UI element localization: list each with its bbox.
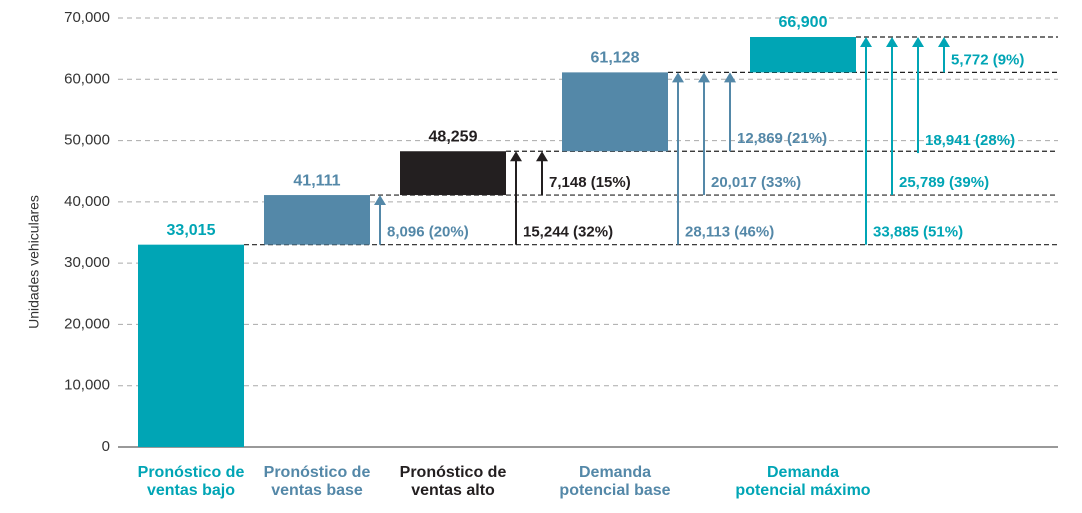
arrow-head	[860, 36, 872, 47]
increment-label: 18,941 (28%)	[925, 132, 1015, 149]
x-tick-label-line: ventas bajo	[147, 482, 235, 499]
arrow-head	[698, 72, 710, 83]
x-tick-label-line: Demanda	[767, 464, 839, 481]
arrow-head	[536, 151, 548, 162]
x-tick-label: Demanda potencial base	[559, 464, 670, 499]
value-label: 61,128	[591, 50, 640, 67]
x-tick-label: Pronóstico de ventas bajo	[138, 464, 245, 499]
increment-label: 7,148 (15%)	[549, 174, 631, 191]
y-tick-label: 20,000	[64, 315, 110, 332]
arrow-head	[886, 36, 898, 47]
x-tick-label-line: Pronóstico de	[400, 464, 507, 481]
x-tick-label-line: Demanda	[579, 464, 651, 481]
arrow-head	[510, 151, 522, 162]
increment-label: 33,885 (51%)	[873, 224, 963, 241]
value-label: 66,900	[779, 14, 828, 31]
increment-label: 28,113 (46%)	[685, 224, 774, 241]
y-tick-label: 70,000	[64, 9, 110, 26]
arrow-head	[374, 195, 386, 206]
value-label: 33,015	[167, 222, 216, 239]
y-tick-label: 0	[102, 438, 110, 455]
value-label: 48,259	[429, 128, 478, 145]
x-tick-label-line: ventas base	[271, 482, 363, 499]
increment-label: 8,096 (20%)	[387, 224, 469, 241]
x-tick-label-line: ventas alto	[411, 482, 495, 499]
bar	[562, 72, 668, 152]
bar	[138, 244, 244, 447]
y-axis-title: Unidades vehiculares	[26, 195, 42, 329]
x-tick-label-line: potencial máximo	[735, 482, 870, 499]
y-tick-label: 30,000	[64, 254, 110, 271]
increment-label: 25,789 (39%)	[899, 174, 989, 191]
arrow-head	[912, 36, 924, 47]
x-tick-label: Pronóstico de ventas base	[264, 464, 371, 499]
arrow-head	[724, 72, 736, 83]
increment-label: 20,017 (33%)	[711, 174, 801, 191]
bar	[264, 195, 370, 245]
y-tick-label: 10,000	[64, 377, 110, 394]
value-label: 41,111	[293, 172, 340, 189]
x-tick-label: Demanda potencial máximo	[735, 464, 870, 499]
increment-label: 15,244 (32%)	[523, 224, 613, 241]
x-tick-label-line: Pronóstico de	[264, 464, 371, 481]
x-tick-label-line: potencial base	[559, 482, 670, 499]
y-tick-label: 60,000	[64, 70, 110, 87]
x-tick-label: Pronóstico de ventas alto	[400, 464, 507, 499]
y-tick-label: 40,000	[64, 193, 110, 210]
increment-label: 5,772 (9%)	[951, 51, 1024, 68]
bar	[400, 151, 506, 196]
y-tick-label: 50,000	[64, 132, 110, 149]
arrow-head	[938, 36, 950, 47]
bar	[750, 36, 856, 73]
arrow-head	[672, 72, 684, 83]
increment-label: 12,869 (21%)	[737, 130, 827, 147]
x-tick-label-line: Pronóstico de	[138, 464, 245, 481]
